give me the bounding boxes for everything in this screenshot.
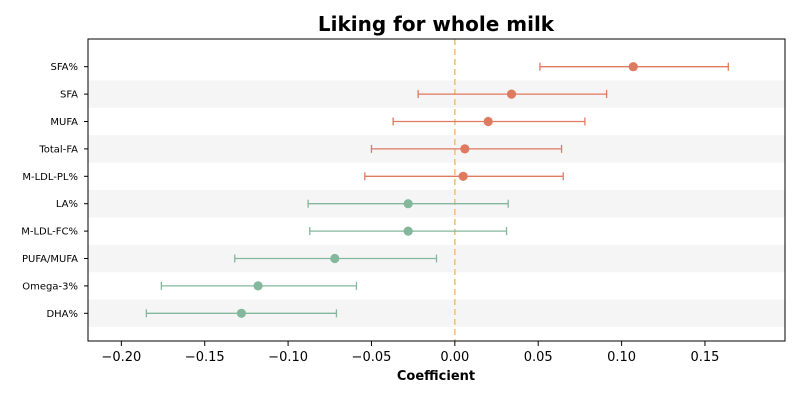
x-tick-label: 0.10: [607, 350, 636, 365]
x-axis-label: Coefficient: [397, 369, 475, 384]
y-tick-label: SFA: [60, 90, 78, 101]
y-tick-label: M-LDL-PL%: [22, 172, 78, 183]
chart-title: Liking for whole milk: [318, 12, 555, 36]
y-tick-label: Omega-3%: [22, 281, 78, 292]
x-tick-label: −0.20: [101, 350, 141, 365]
estimate-point: [403, 226, 413, 236]
x-tick-label: 0.15: [690, 350, 719, 365]
y-tick-label: M-LDL-FC%: [21, 227, 78, 238]
data-marks: [145, 62, 729, 318]
x-axis: −0.20 −0.15 −0.10 −0.05 0.00 0.05 0.10 0.15: [101, 341, 719, 365]
estimate-point: [628, 62, 638, 72]
y-tick-label: Total-FA: [38, 144, 78, 155]
y-tick-label: DHA%: [46, 309, 78, 320]
estimate-point: [458, 171, 468, 181]
y-tick-label: SFA%: [50, 62, 78, 73]
x-tick-label: 0.00: [440, 350, 469, 365]
y-tick-label: LA%: [56, 199, 78, 210]
estimate-point: [403, 199, 413, 209]
estimate-point: [506, 89, 517, 99]
x-tick-label: 0.05: [524, 350, 553, 365]
x-tick-label: −0.10: [268, 350, 308, 365]
x-tick-label: −0.05: [352, 350, 392, 365]
estimate-point: [253, 281, 263, 291]
plot-frame: [87, 38, 786, 342]
y-axis-labels: SFA% SFA MUFA Total-FA M-LDL-PL% LA% M-LDL-FC%…: [21, 62, 88, 320]
y-tick-label: MUFA: [50, 117, 78, 128]
estimate-point: [236, 308, 247, 318]
y-tick-label: PUFA/MUFA: [22, 254, 78, 265]
estimate-point: [460, 144, 470, 154]
x-tick-label: −0.15: [185, 350, 225, 365]
estimate-point: [330, 253, 340, 264]
estimate-point: [483, 116, 493, 127]
